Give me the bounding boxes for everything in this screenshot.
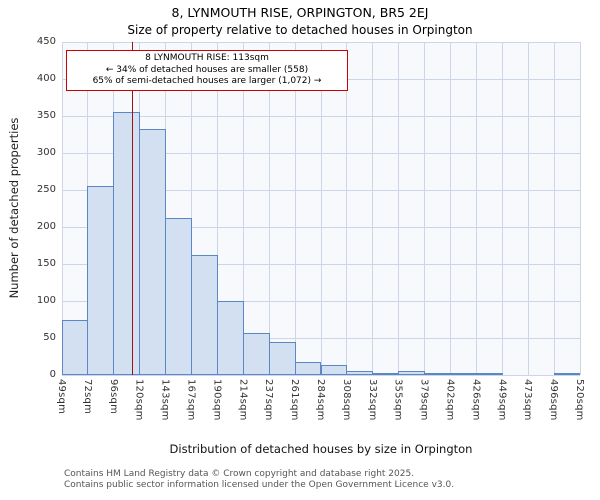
histogram-bar xyxy=(61,319,89,375)
histogram-bar xyxy=(424,373,451,375)
x-axis-tick-label: 261sqm xyxy=(289,379,301,421)
histogram-bar xyxy=(113,112,141,375)
histogram-bar xyxy=(398,371,426,375)
y-axis-label: Number of detached properties xyxy=(7,117,21,299)
grid-line-vertical xyxy=(424,42,426,375)
x-axis-tick-label: 402sqm xyxy=(444,379,456,421)
y-axis-tick-label: 300 xyxy=(36,147,56,158)
x-axis-tick-label: 284sqm xyxy=(315,379,326,421)
grid-line-vertical xyxy=(268,42,270,375)
grid-line-vertical xyxy=(450,42,451,375)
histogram-bar xyxy=(87,186,115,375)
y-axis-tick-label: 0 xyxy=(49,369,56,380)
histogram-bar xyxy=(139,129,167,375)
grid-line-vertical xyxy=(527,42,529,375)
grid-line-vertical xyxy=(320,42,322,375)
y-axis-tick-label: 200 xyxy=(36,221,56,232)
plot-area xyxy=(61,41,581,376)
histogram-bar xyxy=(372,372,400,375)
grid-line-vertical xyxy=(372,42,374,375)
x-axis-tick-label: 355sqm xyxy=(392,379,404,421)
histogram-bar xyxy=(242,332,270,375)
y-axis-tick-label: 50 xyxy=(43,332,56,343)
y-axis-tick-label: 250 xyxy=(36,184,56,195)
x-axis-tick-label: 120sqm xyxy=(133,379,145,421)
grid-line-vertical xyxy=(294,42,296,375)
x-axis-tick-label: 190sqm xyxy=(211,379,223,421)
x-axis-tick-label: 167sqm xyxy=(185,379,197,421)
annotation-line-1: 8 LYNMOUTH RISE: 113sqm xyxy=(145,53,269,63)
x-axis-tick-label: 72sqm xyxy=(81,379,93,415)
grid-line-vertical xyxy=(216,42,218,375)
x-axis-tick-label: 379sqm xyxy=(418,379,430,421)
grid-line-vertical xyxy=(398,42,400,375)
y-axis-tick-label: 350 xyxy=(36,110,56,121)
y-axis-tick-label: 450 xyxy=(36,36,56,47)
annotation-line-3: 65% of semi-detached houses are larger (… xyxy=(92,76,322,86)
y-axis-tick-label: 100 xyxy=(36,295,56,306)
grid-line-vertical xyxy=(579,42,581,375)
x-axis-tick-label: 520sqm xyxy=(574,379,585,421)
grid-line-vertical xyxy=(553,42,555,375)
histogram-bar xyxy=(346,371,374,375)
y-axis-tick-label: 150 xyxy=(36,258,56,269)
property-marker-line xyxy=(131,42,134,375)
grid-line-vertical xyxy=(475,42,477,375)
histogram-bar xyxy=(216,301,244,375)
grid-line-vertical xyxy=(191,42,192,375)
histogram-bar xyxy=(165,218,192,375)
page-title: 8, LYNMOUTH RISE, ORPINGTON, BR5 2EJ xyxy=(171,5,429,20)
grid-line-vertical xyxy=(501,42,503,375)
histogram-bar xyxy=(475,373,503,375)
x-axis-tick-label: 473sqm xyxy=(522,379,534,421)
x-axis-tick-label: 449sqm xyxy=(496,379,508,421)
histogram-bar xyxy=(450,373,477,375)
x-axis-tick-label: 49sqm xyxy=(56,379,67,415)
histogram-bar xyxy=(294,361,322,375)
grid-line-vertical xyxy=(346,42,348,375)
histogram-bar xyxy=(553,373,581,375)
x-axis-tick-label: 237sqm xyxy=(263,379,275,421)
x-axis-tick-label: 496sqm xyxy=(548,379,560,421)
x-axis-tick-label: 96sqm xyxy=(107,379,119,415)
x-axis-label: Distribution of detached houses by size … xyxy=(169,442,473,456)
x-axis-tick-label: 332sqm xyxy=(366,379,378,421)
grid-line-vertical xyxy=(242,42,244,375)
grid-line-vertical xyxy=(61,42,63,375)
footer-attribution-2: Contains public sector information licen… xyxy=(64,480,455,490)
histogram-bar xyxy=(268,342,296,375)
x-axis-tick-label: 426sqm xyxy=(470,379,482,421)
x-axis-tick-label: 214sqm xyxy=(237,379,249,421)
histogram-bar xyxy=(191,255,218,375)
histogram-bar xyxy=(320,365,348,375)
page-subtitle: Size of property relative to detached ho… xyxy=(127,23,473,37)
annotation-line-2: ← 34% of detached houses are smaller (55… xyxy=(105,64,309,75)
x-axis-tick-label: 143sqm xyxy=(159,379,171,421)
x-axis-tick-label: 308sqm xyxy=(340,379,352,421)
y-axis-tick-label: 400 xyxy=(36,73,56,84)
footer-attribution-1: Contains HM Land Registry data © Crown c… xyxy=(64,469,415,479)
annotation-box: 8 LYNMOUTH RISE: 113sqm ← 34% of detache… xyxy=(66,50,348,91)
grid-line-horizontal xyxy=(62,374,580,376)
